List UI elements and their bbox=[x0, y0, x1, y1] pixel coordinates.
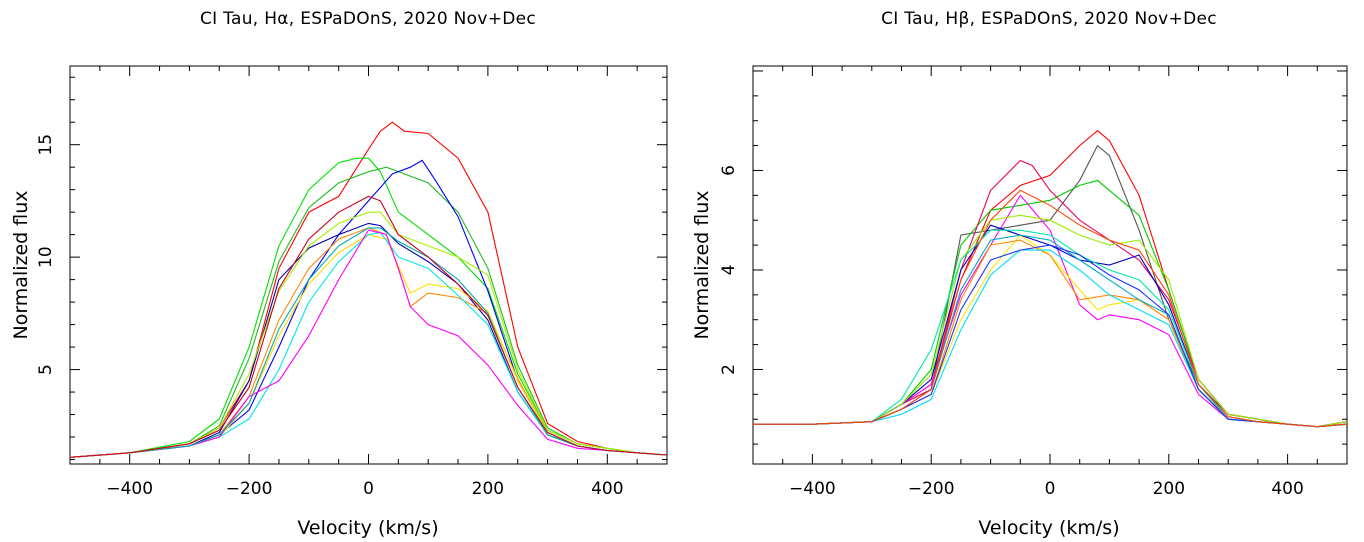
hbeta-title: CI Tau, Hβ, ESPaDOnS, 2020 Nov+Dec bbox=[881, 9, 1217, 29]
hbeta-plot-frame bbox=[752, 65, 1348, 465]
hbeta-series-2 bbox=[753, 144, 1348, 428]
halpha-series-7 bbox=[69, 234, 668, 458]
hbeta-series-8 bbox=[753, 249, 1348, 428]
hbeta-series-10 bbox=[753, 234, 1348, 428]
hbeta-series-7 bbox=[753, 239, 1348, 428]
halpha-series-8 bbox=[69, 231, 668, 458]
y-tick-label: 6 bbox=[719, 165, 739, 176]
hbeta-series-5 bbox=[753, 194, 1348, 428]
halpha-plot-frame bbox=[69, 65, 668, 465]
hbeta-series-3 bbox=[753, 179, 1348, 428]
halpha-series-2 bbox=[69, 157, 668, 458]
x-tick-label: 400 bbox=[1271, 479, 1303, 499]
hbeta-ticks bbox=[752, 66, 1348, 464]
x-tick-label: 0 bbox=[1045, 479, 1056, 499]
y-tick-label: 2 bbox=[719, 364, 739, 375]
halpha-panel: CI Tau, Hα, ESPaDOnS, 2020 Nov+Dec −400−… bbox=[10, 9, 668, 539]
halpha-title: CI Tau, Hα, ESPaDOnS, 2020 Nov+Dec bbox=[200, 9, 536, 29]
halpha-x-axis-label: Velocity (km/s) bbox=[297, 517, 438, 539]
x-tick-label: −400 bbox=[789, 479, 836, 499]
hbeta-series-12 bbox=[753, 229, 1348, 428]
y-tick-label: 4 bbox=[719, 265, 739, 276]
hbeta-x-tick-labels: −400 −200 0 200 400 bbox=[789, 479, 1304, 499]
halpha-y-tick-labels: 5 10 15 bbox=[36, 134, 56, 375]
hbeta-panel: CI Tau, Hβ, ESPaDOnS, 2020 Nov+Dec −400−… bbox=[691, 9, 1348, 539]
halpha-series-3 bbox=[69, 166, 668, 458]
halpha-x-tick-labels: −400 −200 0 200 400 bbox=[106, 479, 623, 499]
halpha-series-10 bbox=[69, 227, 668, 458]
halpha-series-1 bbox=[69, 121, 668, 458]
y-tick-label: 15 bbox=[36, 134, 56, 156]
x-tick-label: 0 bbox=[363, 479, 374, 499]
hbeta-series-13 bbox=[753, 244, 1348, 428]
halpha-series-5 bbox=[69, 222, 668, 458]
y-tick-label: 5 bbox=[36, 364, 56, 375]
hbeta-series-6 bbox=[753, 234, 1348, 428]
hbeta-series-14 bbox=[753, 189, 1348, 428]
halpha-y-axis-label: Normalized flux bbox=[10, 190, 32, 339]
hbeta-x-axis-label: Velocity (km/s) bbox=[978, 517, 1119, 539]
halpha-series-12 bbox=[69, 195, 668, 458]
x-tick-label: 200 bbox=[1153, 479, 1185, 499]
x-tick-label: −200 bbox=[226, 479, 273, 499]
y-tick-label: 10 bbox=[36, 246, 56, 268]
halpha-series-11 bbox=[69, 211, 668, 458]
hbeta-series-1 bbox=[753, 129, 1348, 428]
hbeta-series-11 bbox=[753, 214, 1348, 428]
hbeta-y-axis-label: Normalized flux bbox=[691, 190, 713, 339]
x-tick-label: −400 bbox=[106, 479, 153, 499]
halpha-series-6 bbox=[69, 227, 668, 458]
hbeta-y-tick-labels: 2 4 6 bbox=[719, 165, 739, 375]
halpha-series-group bbox=[69, 121, 668, 458]
x-tick-label: 200 bbox=[472, 479, 504, 499]
halpha-ticks bbox=[69, 66, 668, 464]
x-tick-label: 400 bbox=[591, 479, 623, 499]
halpha-series-4 bbox=[69, 159, 668, 458]
halpha-series-9 bbox=[69, 229, 668, 458]
x-tick-label: −200 bbox=[908, 479, 955, 499]
hbeta-series-group bbox=[753, 129, 1348, 428]
